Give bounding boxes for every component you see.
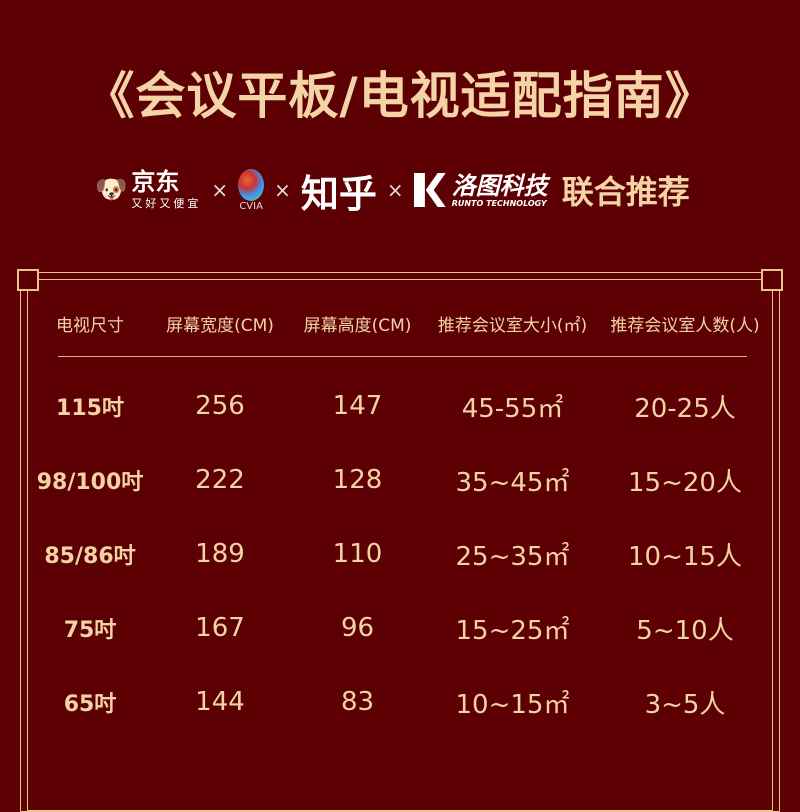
table-cell: 144 bbox=[195, 687, 245, 717]
table-cell: 35~45㎡ bbox=[455, 467, 570, 498]
header-cell: 屏幕高度(CM) bbox=[303, 315, 412, 336]
table-cell: 15~25㎡ bbox=[455, 615, 570, 646]
table-row: 115吋 256 147 45-55㎡ 20-25人 bbox=[30, 369, 770, 443]
zhihu-logo: 知乎 bbox=[300, 171, 377, 216]
jd-name: 京东 bbox=[131, 168, 180, 196]
table-cell: 15~20人 bbox=[628, 467, 742, 498]
joint-recommend: 联合推荐 bbox=[561, 173, 690, 211]
jd-mascot-icon: 🐶 bbox=[95, 175, 128, 205]
table-cell: 115吋 bbox=[56, 396, 124, 421]
size-guide-table: 电视尺寸 屏幕宽度(CM) 屏幕高度(CM) 推荐会议室大小(㎡) 推荐会议室人… bbox=[30, 300, 770, 739]
table-cell: 75吋 bbox=[63, 618, 117, 643]
table-cell: 222 bbox=[195, 465, 245, 495]
corner-ornament-icon bbox=[761, 269, 783, 291]
jd-logo: 京东 又好又便宜 bbox=[131, 169, 201, 211]
runto-name: 洛图科技 bbox=[451, 171, 548, 200]
table-cell: 167 bbox=[195, 613, 245, 643]
header-cell: 推荐会议室大小(㎡) bbox=[437, 315, 588, 336]
partner-logos: 🐶 京东 又好又便宜 × CVIA × 知乎 × 洛图科技 RUNTO TECH… bbox=[95, 160, 690, 220]
times-sign: × bbox=[211, 178, 229, 202]
cvia-logo: CVIA bbox=[238, 168, 265, 212]
header-cell: 电视尺寸 bbox=[56, 315, 124, 336]
table-row: 75吋 167 96 15~25㎡ 5~10人 bbox=[30, 591, 770, 665]
header-cell: 推荐会议室人数(人) bbox=[610, 315, 760, 336]
table-cell: 65吋 bbox=[63, 692, 117, 717]
times-sign: × bbox=[386, 178, 404, 202]
table-cell: 83 bbox=[340, 687, 375, 717]
table-cell: 189 bbox=[195, 539, 245, 569]
times-sign: × bbox=[274, 178, 291, 202]
table-cell: 10~15人 bbox=[628, 541, 742, 572]
runto-mark-icon bbox=[425, 173, 446, 207]
table-cell: 96 bbox=[340, 613, 375, 643]
table-cell: 5~10人 bbox=[636, 615, 734, 646]
table-cell: 20-25人 bbox=[634, 393, 736, 424]
page-title: 《会议平板/电视适配指南》 bbox=[84, 67, 716, 125]
table-cell: 45-55㎡ bbox=[461, 393, 564, 424]
runto-logo: 洛图科技 RUNTO TECHNOLOGY bbox=[413, 171, 548, 208]
jd-slogan: 又好又便宜 bbox=[131, 197, 202, 210]
table-cell: 110 bbox=[332, 539, 383, 569]
header-cell: 屏幕宽度(CM) bbox=[166, 315, 274, 336]
runto-english: RUNTO TECHNOLOGY bbox=[451, 198, 547, 208]
table-row: 85/86吋 189 110 25~35㎡ 10~15人 bbox=[30, 517, 770, 591]
table-header: 电视尺寸 屏幕宽度(CM) 屏幕高度(CM) 推荐会议室大小(㎡) 推荐会议室人… bbox=[30, 300, 770, 346]
cvia-globe-icon bbox=[238, 168, 265, 201]
divider bbox=[58, 356, 747, 357]
table-row: 98/100吋 222 128 35~45㎡ 15~20人 bbox=[30, 443, 770, 517]
table-cell: 147 bbox=[332, 391, 383, 421]
table-cell: 98/100吋 bbox=[36, 470, 144, 495]
table-cell: 3~5人 bbox=[644, 689, 726, 720]
cvia-name: CVIA bbox=[239, 200, 263, 212]
runto-mark-icon bbox=[413, 173, 425, 207]
table-cell: 128 bbox=[332, 465, 383, 495]
table-row: 65吋 144 83 10~15㎡ 3~5人 bbox=[30, 665, 770, 739]
corner-ornament-icon bbox=[17, 269, 39, 291]
table-cell: 85/86吋 bbox=[44, 544, 136, 569]
table-cell: 25~35㎡ bbox=[455, 541, 570, 572]
table-cell: 256 bbox=[195, 391, 245, 421]
table-cell: 10~15㎡ bbox=[455, 689, 570, 720]
